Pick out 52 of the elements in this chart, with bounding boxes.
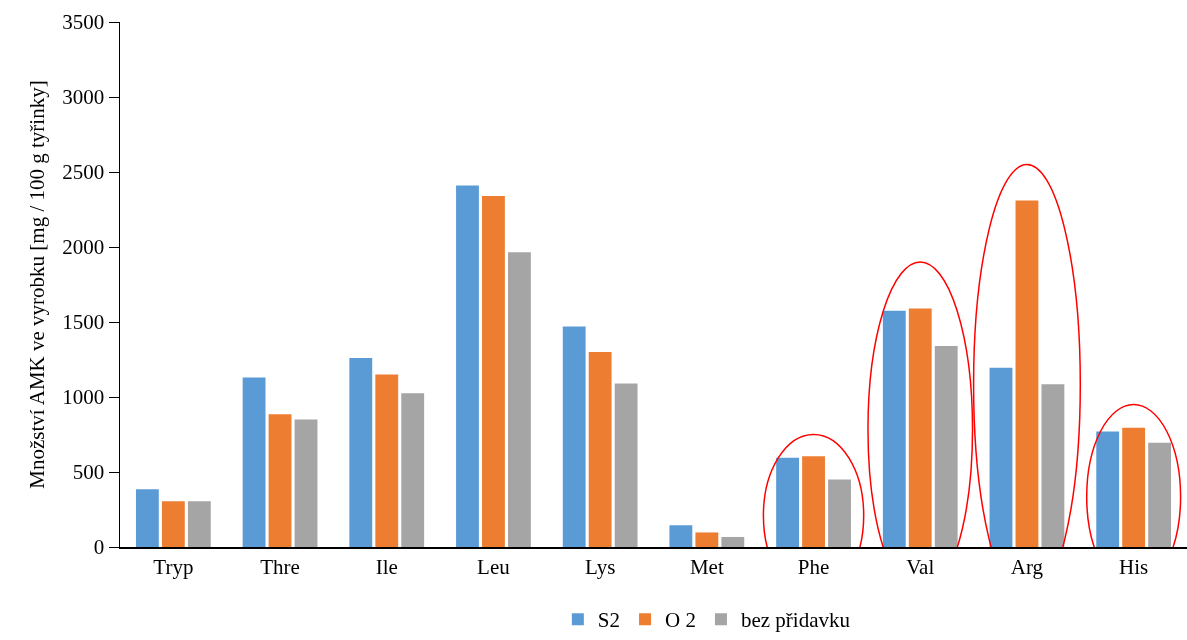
x-tick-label: Leu	[477, 554, 511, 579]
legend-label: O 2	[665, 608, 696, 633]
bar	[1015, 200, 1039, 547]
x-tick-label: Tryp	[153, 554, 194, 579]
x-tick-label: Met	[689, 554, 724, 579]
bar	[349, 358, 373, 547]
bar	[588, 352, 612, 547]
bar	[187, 501, 211, 547]
bar	[482, 196, 505, 547]
bar	[294, 419, 318, 547]
x-tick-label: Lys	[584, 554, 616, 579]
y-tick-label: 1000	[62, 385, 105, 410]
bar	[135, 489, 159, 547]
y-axis-title: Množství AMK ve vyrobku [mg / 100 g tyřinky]	[24, 80, 49, 489]
y-tick-label: 3000	[62, 85, 105, 110]
y-tick-label: 2500	[62, 160, 105, 185]
bar	[776, 457, 800, 547]
x-tick-label: Arg	[1010, 554, 1044, 579]
bar	[1096, 431, 1120, 547]
bar	[695, 532, 719, 547]
x-tick-label: Phe	[797, 554, 830, 579]
y-tick-label: 2000	[62, 235, 105, 260]
bar	[934, 346, 958, 547]
bar	[669, 525, 693, 547]
bar	[908, 308, 932, 547]
x-tick-label: Thre	[260, 554, 300, 579]
bar	[1041, 384, 1065, 547]
bar	[242, 377, 266, 547]
legend-label: bez přidavku	[740, 608, 851, 633]
bar	[1122, 427, 1146, 547]
x-tick-label: Val	[906, 554, 935, 579]
bar	[562, 326, 586, 547]
y-tick-label: 3500	[62, 10, 105, 35]
bar	[721, 536, 745, 547]
bar	[507, 252, 531, 547]
bar	[161, 501, 185, 547]
bar	[1148, 442, 1172, 547]
bar	[456, 185, 479, 547]
x-tick-label: Ile	[375, 554, 398, 579]
y-tick-label: 500	[72, 460, 105, 485]
bar	[268, 414, 292, 547]
x-tick-label: His	[1119, 554, 1149, 579]
bar	[614, 383, 638, 547]
y-tick-label: 0	[93, 535, 105, 560]
y-tick-label: 1500	[62, 310, 105, 335]
bar	[828, 479, 851, 547]
legend-label: S2	[597, 608, 621, 633]
bar	[401, 393, 425, 547]
bar	[375, 374, 399, 547]
bar	[802, 456, 825, 547]
bar	[882, 310, 906, 547]
bar	[989, 367, 1013, 547]
